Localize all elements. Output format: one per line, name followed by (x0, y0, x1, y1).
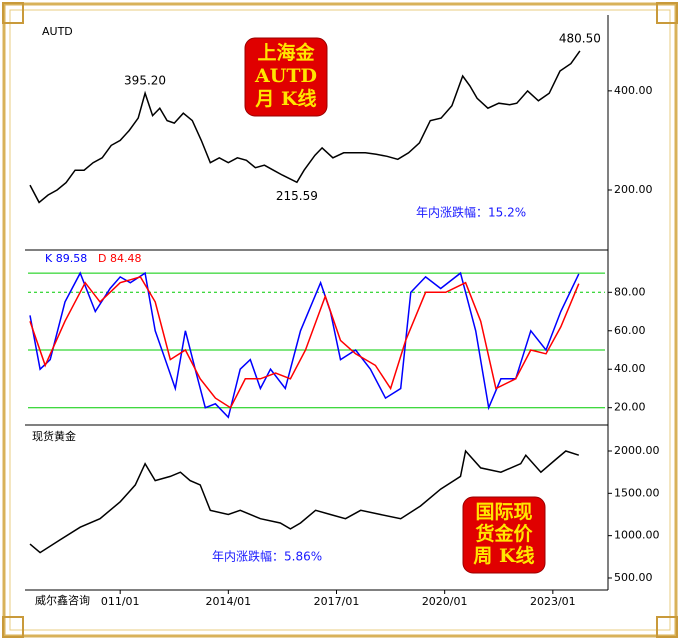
annotation: 480.50 (559, 31, 601, 45)
series-line (29, 50, 581, 204)
y-tick-label: 1500.00 (614, 486, 660, 499)
badge-text: AUTD (254, 65, 317, 87)
y-tick-label: 500.00 (614, 571, 653, 584)
panel-title: AUTD (42, 25, 73, 38)
y-tick-label: 1000.00 (614, 529, 660, 542)
x-tick-label: 2023/01 (530, 595, 576, 608)
y-tick-label: 40.00 (614, 362, 646, 375)
plot: 400.00 200.00 395.20 215.59 480.50 80.00 60.00… (25, 15, 660, 608)
badge-text: 周 K线 (473, 544, 534, 567)
frame-inner (9, 9, 671, 631)
y-tick-label: 80.00 (614, 285, 646, 298)
badge-bg (462, 496, 546, 574)
annotation: 395.20 (124, 74, 166, 88)
corner (656, 616, 678, 638)
x-tick-label: 2014/01 (205, 595, 251, 608)
badge-text: 上海金 (257, 41, 315, 64)
x-tick-label: 011/01 (101, 595, 140, 608)
y-tick-label: 2000.00 (614, 444, 660, 457)
series-line (29, 276, 580, 409)
legend-label: K 89.58 (45, 252, 87, 265)
legend-label: D 84.48 (98, 252, 141, 265)
series-line (29, 271, 580, 419)
watermark: 威尔鑫咨询 (35, 593, 90, 607)
x-tick-label: 2020/01 (422, 595, 468, 608)
y-tick-label: 60.00 (614, 324, 646, 337)
y-tick-label: 400.00 (614, 84, 653, 97)
note: 年内涨跌幅：15.2% (416, 205, 526, 220)
y-tick-label: 20.00 (614, 401, 646, 414)
series-line (29, 449, 580, 554)
annotation: 215.59 (276, 189, 318, 203)
x-tick-label: 2017/01 (314, 595, 360, 608)
y-tick-label: 200.00 (614, 183, 653, 196)
badge-text: 国际现 (475, 501, 532, 523)
corner (2, 616, 24, 638)
corner (2, 2, 24, 24)
note: 年内涨跌幅：5.86% (212, 549, 322, 564)
badge-bg (244, 37, 328, 117)
badge-text: 月 K线 (254, 87, 316, 110)
corner (656, 2, 678, 24)
panel-title: 现货黄金 (32, 429, 76, 443)
badge-text: 货金价 (475, 522, 533, 545)
